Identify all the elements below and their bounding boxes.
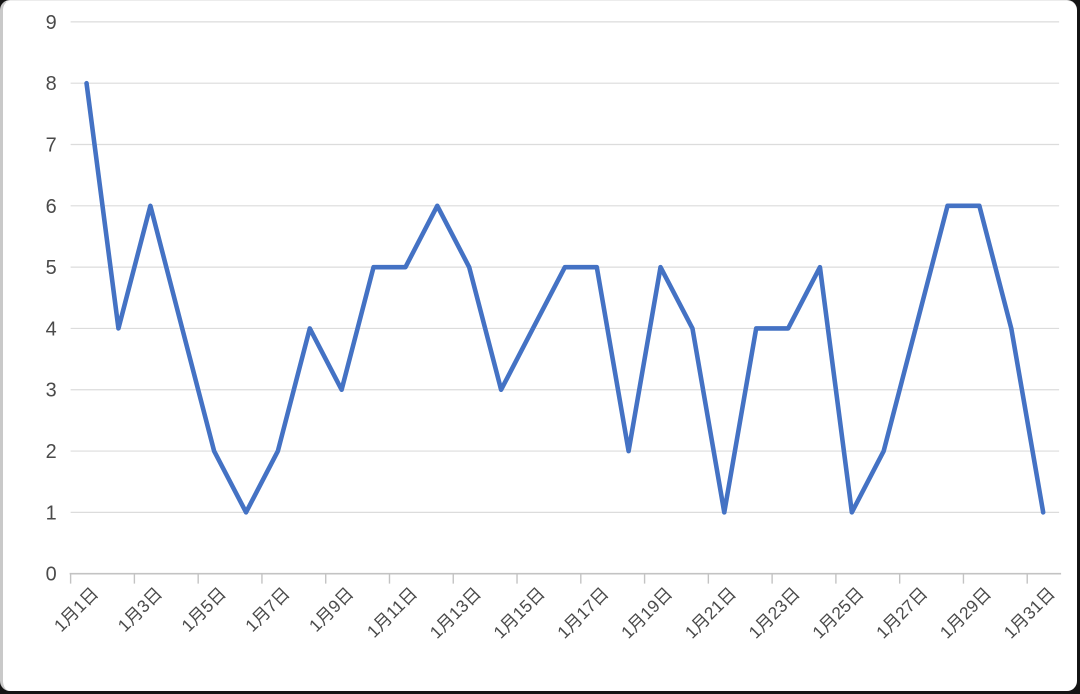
x-axis-label-group: 1月15日	[489, 583, 548, 642]
y-axis-label-5: 5	[46, 257, 57, 279]
x-axis-label-group: 1月9日	[305, 583, 357, 635]
x-axis-label-group: 1月25日	[808, 583, 867, 642]
x-axis-label: 1月9日	[305, 583, 357, 635]
y-axis-label-3: 3	[46, 380, 57, 402]
y-axis-label-8: 8	[46, 73, 57, 95]
x-axis-label: 1月15日	[489, 583, 548, 642]
x-axis-label-group: 1月7日	[241, 583, 293, 635]
y-axis-label-7: 7	[46, 134, 57, 156]
x-axis-label-group: 1月11日	[363, 583, 421, 641]
x-axis-label-group: 1月31日	[1000, 583, 1059, 642]
x-axis-label-group: 1月1日	[50, 583, 102, 635]
x-axis-label: 1月21日	[681, 583, 740, 642]
y-axis-label-2: 2	[46, 441, 57, 463]
x-axis-label: 1月17日	[553, 583, 612, 642]
x-axis-label-group: 1月5日	[177, 583, 229, 635]
x-axis-label: 1月31日	[1000, 583, 1059, 642]
series-line	[84, 80, 1046, 515]
x-axis-label-group: 1月21日	[681, 583, 740, 642]
x-axis-label: 1月27日	[872, 583, 931, 642]
x-axis-label: 1月23日	[745, 583, 804, 642]
y-axis-label-4: 4	[46, 318, 57, 340]
x-axis-label-group: 1月29日	[936, 583, 995, 642]
x-axis-label: 1月13日	[426, 583, 485, 642]
x-axis-label-group: 1月27日	[872, 583, 931, 642]
x-axis-label: 1月5日	[177, 583, 229, 635]
x-axis-label: 1月3日	[114, 583, 166, 635]
x-axis-label-group: 1月13日	[426, 583, 485, 642]
x-axis-label-group: 1月19日	[617, 583, 676, 642]
y-axis-label-0: 0	[46, 564, 57, 586]
x-axis-label: 1月29日	[936, 583, 995, 642]
y-axis-label-6: 6	[46, 196, 57, 218]
line-chart: 0 1 2 3 4 5 6 7 8 9 1月1日 1月3日 1月5日 1月7日 1月9日 1月11日 1月13日…	[46, 12, 1062, 643]
x-axis-label-group: 1月17日	[553, 583, 612, 642]
x-axis-label: 1月7日	[241, 583, 293, 635]
x-axis-label: 1月11日	[363, 583, 421, 641]
x-axis-label-group: 1月23日	[745, 583, 804, 642]
x-axis-label: 1月25日	[808, 583, 867, 642]
x-axis-label: 1月1日	[50, 583, 102, 635]
y-axis-label-1: 1	[46, 502, 57, 524]
y-axis-label-9: 9	[46, 12, 57, 34]
x-axis-label-group: 1月3日	[114, 583, 166, 635]
x-axis-label: 1月19日	[617, 583, 676, 642]
